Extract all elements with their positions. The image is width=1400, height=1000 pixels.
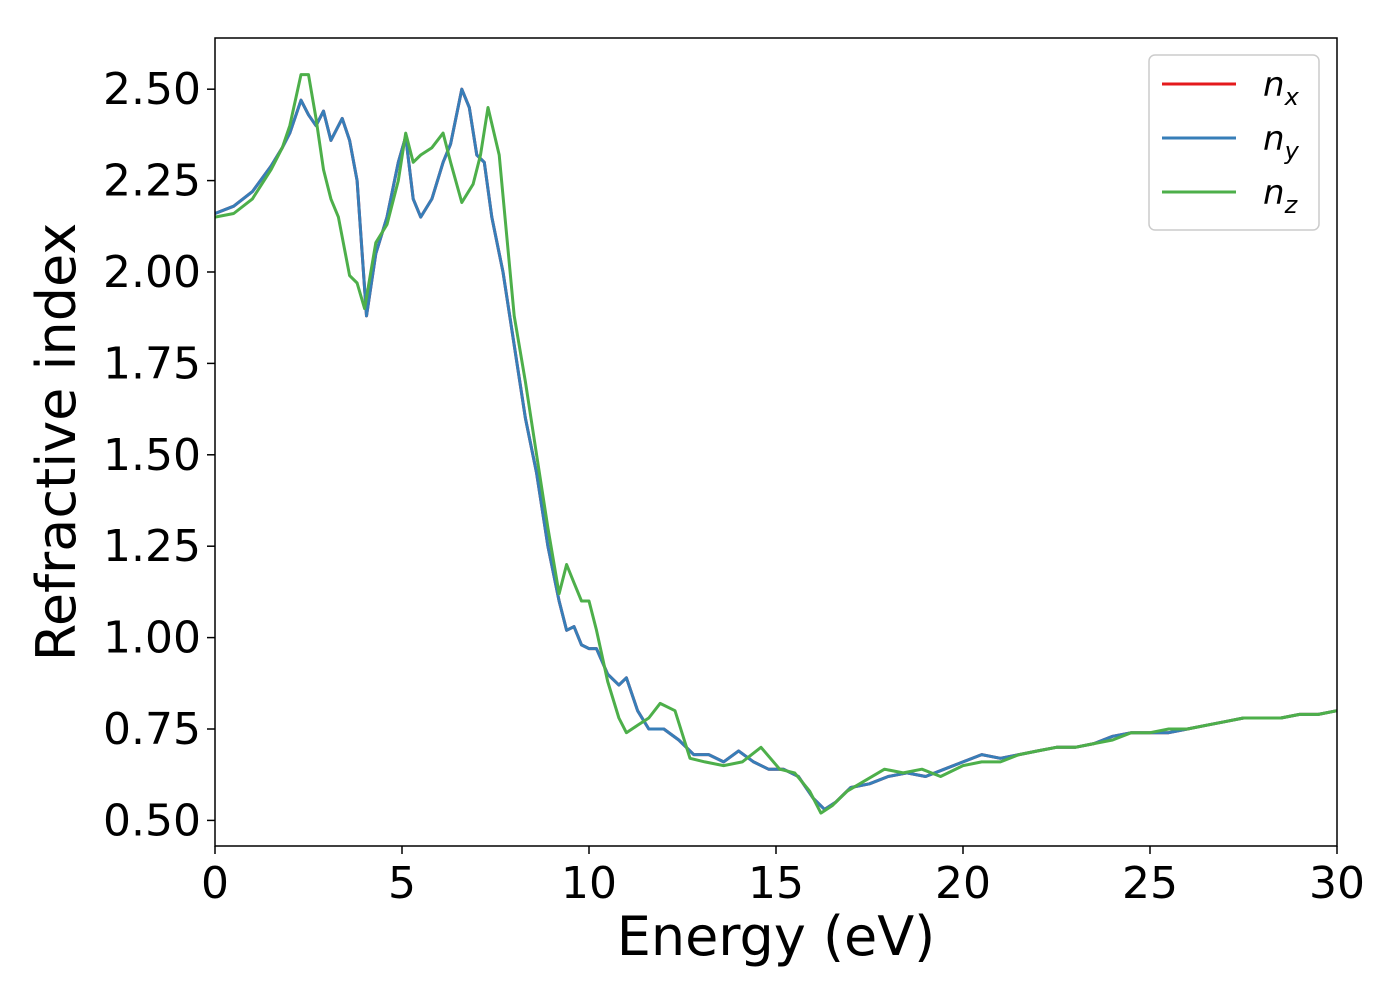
legend-label-z: nz <box>1263 173 1299 219</box>
legend: nx ny nz <box>1148 54 1320 231</box>
y-tick-label: 2.00 <box>103 247 201 298</box>
series-line-z <box>214 73 1338 815</box>
legend-label-x: nx <box>1263 65 1300 111</box>
y-tick-label: 0.75 <box>103 704 201 755</box>
legend-label-y: ny <box>1263 119 1300 165</box>
x-tick-label: 10 <box>561 858 617 909</box>
y-axis-label: Refractive index <box>25 223 88 662</box>
y-tick-label: 1.00 <box>103 613 201 664</box>
x-axis-label: Energy (eV) <box>617 905 936 968</box>
legend-box <box>1148 54 1320 231</box>
x-tick-label: 30 <box>1309 858 1365 909</box>
series-layer <box>214 73 1338 815</box>
x-tick-label: 25 <box>1122 858 1178 909</box>
y-tick-label: 2.25 <box>103 156 201 207</box>
x-tick-label: 20 <box>935 858 991 909</box>
y-tick-label: 2.50 <box>103 64 201 115</box>
y-tick-label: 0.50 <box>103 795 201 846</box>
y-tick-label: 1.50 <box>103 430 201 481</box>
y-axis-ticks: 0.50 0.75 1.00 1.25 1.50 1.75 2.00 2.25 2.50 <box>103 64 215 846</box>
x-tick-label: 0 <box>201 858 229 909</box>
x-tick-label: 5 <box>388 858 416 909</box>
y-tick-label: 1.25 <box>103 521 201 572</box>
x-axis-ticks: 0 5 10 15 20 25 30 <box>201 846 1365 909</box>
x-tick-label: 15 <box>748 858 804 909</box>
y-tick-label: 1.75 <box>103 338 201 389</box>
